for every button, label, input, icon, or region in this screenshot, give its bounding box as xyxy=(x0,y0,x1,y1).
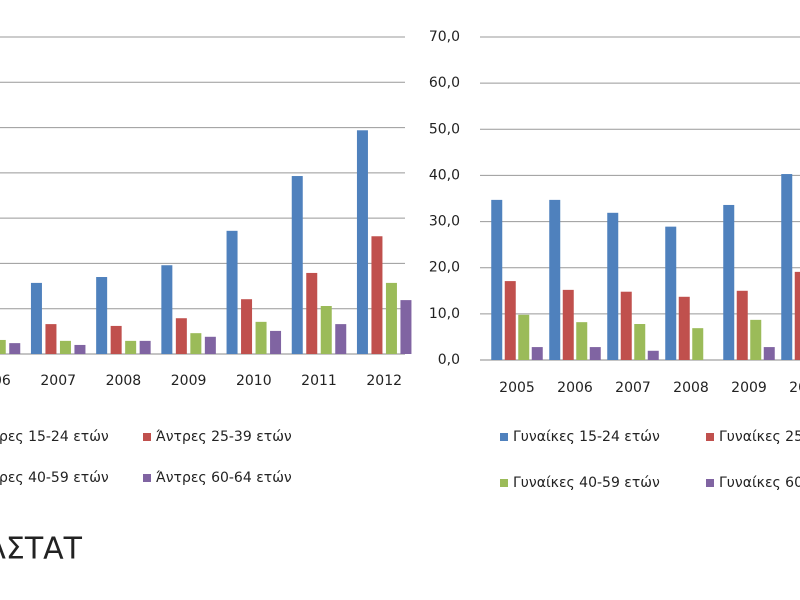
legend-label: Γυναίκες 40-59 ετών xyxy=(513,475,660,491)
bar xyxy=(320,305,332,354)
legend-label: Άντρες 25-39 ετών xyxy=(156,429,292,445)
y-tick-label: 50,0 xyxy=(429,121,460,137)
y-tick-label: 0,0 xyxy=(438,352,460,368)
y-tick-label: 40,0 xyxy=(429,167,460,183)
bar xyxy=(241,299,253,354)
bar xyxy=(607,212,619,360)
bar xyxy=(96,277,108,354)
y-tick-label: 60,0 xyxy=(429,75,460,91)
bar xyxy=(371,236,383,354)
x-tick-label: 2009 xyxy=(171,373,207,389)
bar xyxy=(589,347,601,360)
bar xyxy=(226,230,238,354)
legend-swatch xyxy=(706,479,714,487)
legend-label: Γυναίκες 60-64 ετών xyxy=(719,475,800,491)
bar xyxy=(74,344,86,354)
bar xyxy=(400,300,412,354)
bar xyxy=(576,322,588,360)
bar xyxy=(678,296,690,360)
bar xyxy=(335,324,347,354)
bar xyxy=(190,333,202,354)
bar xyxy=(255,321,267,354)
x-tick-label: 2010 xyxy=(236,373,272,389)
bar xyxy=(781,174,793,360)
bar xyxy=(306,272,318,354)
bar xyxy=(794,271,800,360)
bar xyxy=(356,130,368,354)
x-tick-label: 2006 xyxy=(0,373,11,389)
bar xyxy=(692,328,704,360)
bar xyxy=(291,176,303,354)
bar xyxy=(45,324,57,354)
x-tick-label: 2006 xyxy=(557,380,593,396)
bar xyxy=(750,319,762,360)
x-tick-label: 2007 xyxy=(40,373,76,389)
legend-swatch xyxy=(143,474,151,482)
y-tick-label: 20,0 xyxy=(429,260,460,276)
bar xyxy=(270,330,282,354)
bar xyxy=(620,291,632,360)
bar xyxy=(175,318,187,354)
y-tick-label: 10,0 xyxy=(429,306,460,322)
bar xyxy=(491,199,503,360)
bar xyxy=(647,350,659,360)
bar xyxy=(518,314,530,360)
x-tick-label: 2005 xyxy=(499,380,535,396)
legend-swatch xyxy=(143,433,151,441)
bar xyxy=(204,336,216,354)
legend-label: Γυναίκες 15-24 ετών xyxy=(513,429,660,445)
bar xyxy=(549,199,561,360)
bar xyxy=(531,347,543,360)
bar xyxy=(59,340,71,354)
x-tick-label: 2010 xyxy=(789,380,800,396)
bar xyxy=(9,343,21,354)
bar xyxy=(736,290,748,360)
bar xyxy=(161,265,173,354)
bar xyxy=(763,347,775,360)
bar xyxy=(0,339,6,354)
y-tick-label: 70,0 xyxy=(429,29,460,45)
bar xyxy=(562,289,574,360)
bar xyxy=(110,325,122,354)
y-tick-label: 30,0 xyxy=(429,214,460,230)
bar xyxy=(385,282,397,354)
x-tick-label: 2008 xyxy=(673,380,709,396)
legend-swatch xyxy=(500,433,508,441)
bar xyxy=(504,281,516,360)
legend-swatch xyxy=(500,479,508,487)
bar xyxy=(125,340,137,354)
legend-label: Άντρες 40-59 ετών xyxy=(0,470,109,486)
legend-label: Άντρες 15-24 ετών xyxy=(0,429,109,445)
legend-label: Γυναίκες 25-39 ετών xyxy=(719,429,800,445)
x-tick-label: 2011 xyxy=(301,373,337,389)
bar xyxy=(665,226,677,360)
source: ΕΛΣΤΑΤ xyxy=(0,532,83,567)
bar xyxy=(139,340,151,354)
legend-swatch xyxy=(706,433,714,441)
x-tick-label: 2007 xyxy=(615,380,651,396)
bar xyxy=(634,324,646,360)
x-tick-label: 2012 xyxy=(366,373,402,389)
bar xyxy=(30,282,42,354)
bar xyxy=(723,204,735,360)
x-tick-label: 2009 xyxy=(731,380,767,396)
x-tick-label: 2008 xyxy=(106,373,142,389)
legend-label: Άντρες 60-64 ετών xyxy=(156,470,292,486)
